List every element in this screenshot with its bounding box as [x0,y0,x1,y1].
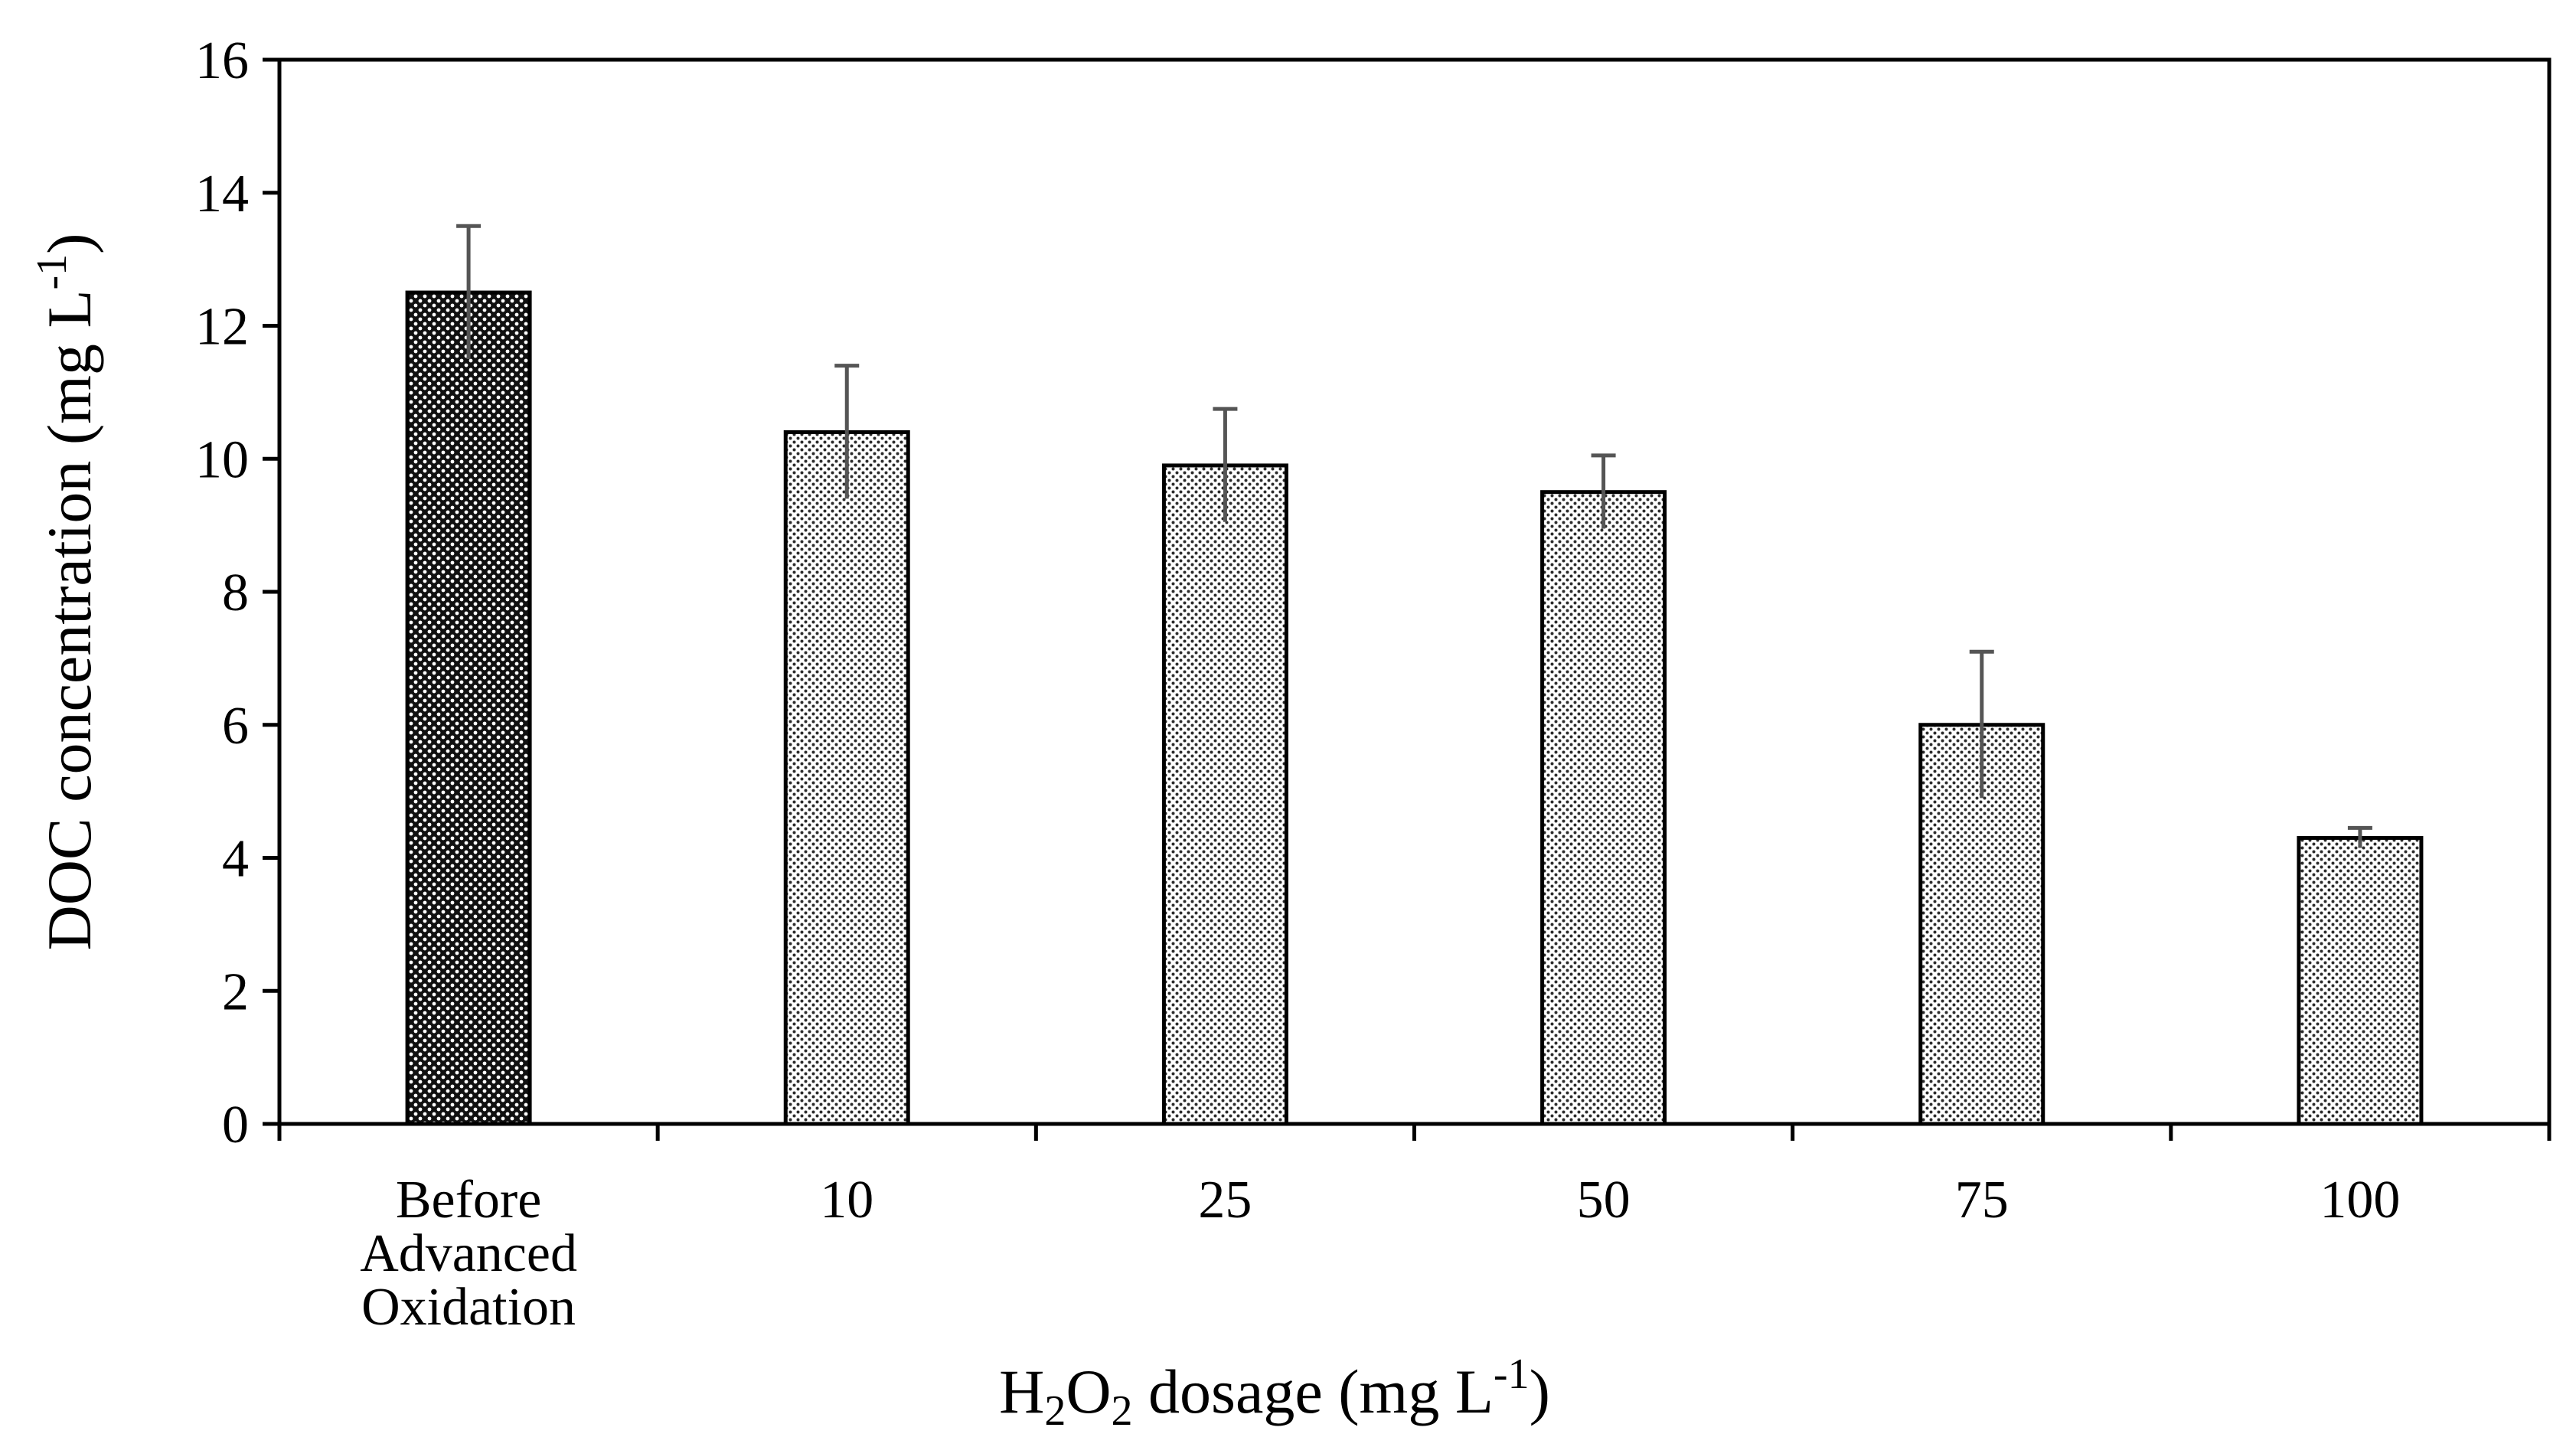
x-tick-label: Before Advanced Oxidation [360,1171,577,1337]
bar [783,430,910,1126]
bars [405,290,2424,1126]
y-axis-title-close: ) [34,233,104,253]
y-axis-title-main: DOC concentration (mg L [34,289,104,950]
y-tick-label: 8 [222,563,249,622]
y-axis-title-superscript: -1 [28,254,76,290]
x-tick-label-line: Before [396,1171,541,1230]
x-tick-label-line: Advanced [360,1224,577,1283]
x-axis: Before Advanced Oxidation 10 25 50 75 100 [277,1124,2552,1337]
x-tick-label-line: 100 [2320,1171,2400,1230]
x-axis-title-o: O [1066,1357,1111,1426]
x-axis-title: H2O2 dosage (mg L-1) [999,1351,1550,1435]
x-tick-label-line: 10 [820,1171,873,1230]
x-tick-label: 75 [1955,1171,2009,1230]
x-tick-label: 25 [1198,1171,1252,1230]
x-axis-title-superscript: -1 [1494,1351,1530,1398]
bar [1161,463,1288,1126]
y-tick-label: 16 [195,31,249,90]
x-tick-label: 10 [820,1171,873,1230]
y-axis-title: DOC concentration (mg L-1) [28,233,104,950]
x-tick-label-line: 25 [1198,1171,1252,1230]
bar [1540,490,1667,1126]
bar [405,290,532,1126]
x-tick-label-line: Oxidation [361,1278,576,1337]
x-axis-title-subscript-1: 2 [1044,1387,1066,1435]
error-bars [456,224,2372,848]
x-tick-label-line: 75 [1955,1171,2009,1230]
y-tick-label: 6 [222,697,249,756]
y-tick-label: 14 [195,165,249,224]
y-tick-label: 10 [195,430,249,489]
y-axis: 0 2 4 6 8 10 12 14 16 [195,31,279,1155]
plot-area-frame [277,57,2552,1126]
x-tick-label-line: 50 [1577,1171,1631,1230]
x-tick-label: 100 [2320,1171,2400,1230]
x-axis-title-subscript-2: 2 [1112,1387,1133,1435]
bar [2297,835,2424,1126]
y-tick-label: 4 [222,830,249,889]
bar [1918,723,2045,1126]
y-tick-label: 0 [222,1096,249,1155]
x-tick-label: 50 [1577,1171,1631,1230]
y-tick-label: 12 [195,298,249,357]
x-axis-title-close: ) [1530,1357,1550,1426]
y-tick-label: 2 [222,962,249,1021]
x-axis-title-rest: dosage (mg L [1133,1357,1494,1426]
x-axis-title-h: H [999,1357,1044,1426]
